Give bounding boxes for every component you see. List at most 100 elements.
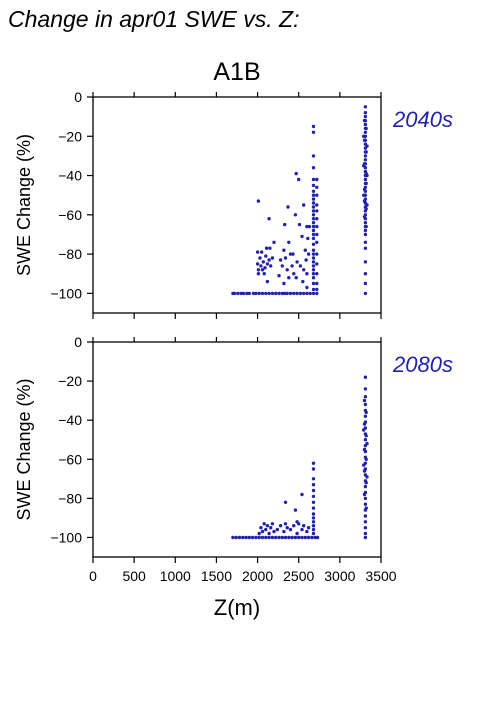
x-tick-label: 1000 (160, 568, 191, 584)
data-point (283, 291, 287, 296)
data-point (365, 173, 369, 178)
data-point (286, 205, 290, 209)
data-point (300, 492, 304, 497)
data-point (311, 242, 316, 246)
y-tick-label: −40 (58, 412, 82, 428)
data-point (315, 224, 319, 229)
data-point (362, 193, 366, 197)
data-point (311, 291, 316, 296)
data-point (311, 130, 316, 134)
data-point (256, 272, 261, 276)
data-point (311, 488, 316, 493)
y-axis-label: SWE Change (%) (14, 378, 34, 520)
data-point (300, 234, 304, 239)
x-tick-label: 3000 (324, 568, 355, 584)
data-point (294, 276, 298, 280)
data-point (311, 264, 316, 268)
data-point (311, 268, 316, 272)
y-tick-label: −60 (58, 451, 82, 467)
data-point (365, 441, 369, 446)
data-point (362, 447, 367, 452)
data-point (270, 256, 275, 260)
y-tick-label: 0 (74, 89, 82, 105)
y-axis-label: SWE Change (%) (14, 134, 34, 276)
data-point (305, 224, 309, 229)
data-point (283, 535, 288, 540)
data-point (259, 264, 263, 268)
data-point (311, 467, 316, 471)
data-point (285, 526, 289, 530)
data-point (285, 291, 289, 296)
data-point (363, 531, 368, 536)
data-point (267, 217, 271, 221)
data-point (315, 272, 319, 276)
data-point (364, 434, 368, 438)
data-point (363, 414, 368, 418)
data-point (315, 240, 319, 244)
data-point (362, 469, 367, 473)
data-point (293, 213, 298, 217)
data-point (311, 166, 316, 170)
data-point (232, 291, 237, 296)
data-point (363, 438, 368, 442)
data-point (250, 535, 255, 540)
data-point (311, 232, 316, 237)
data-point (267, 291, 271, 296)
y-tick-label: −20 (58, 128, 82, 144)
data-point (306, 535, 311, 540)
data-point (364, 410, 368, 415)
data-point (306, 252, 311, 256)
data-point (300, 527, 304, 532)
data-point (311, 494, 316, 499)
data-point (262, 272, 266, 276)
data-point (290, 264, 294, 268)
data-point (363, 105, 368, 109)
x-tick-label: 2000 (242, 568, 273, 584)
data-point (311, 287, 316, 292)
data-point (364, 126, 368, 131)
y-tick-label: −100 (50, 529, 82, 545)
data-point (277, 274, 281, 278)
y-tick-label: −60 (58, 207, 82, 223)
data-point (241, 535, 245, 540)
figure-title: Change in apr01 SWE vs. Z: (8, 6, 299, 32)
data-point (315, 535, 320, 540)
data-point (291, 252, 295, 256)
data-point (274, 291, 278, 296)
data-point (260, 291, 265, 296)
data-point (364, 457, 368, 461)
data-point (280, 264, 284, 268)
data-point (304, 258, 308, 262)
data-point (267, 535, 271, 540)
data-point (362, 199, 367, 203)
data-point (287, 276, 291, 280)
data-point (268, 246, 272, 250)
data-point (272, 529, 276, 534)
data-point (311, 520, 316, 524)
data-point (362, 463, 366, 467)
x-tick-label: 1500 (201, 568, 232, 584)
data-point (265, 279, 270, 284)
data-point (311, 189, 316, 193)
data-point (363, 272, 368, 276)
data-point (363, 228, 368, 233)
data-point (239, 291, 243, 296)
data-point (295, 531, 299, 536)
data-point (264, 246, 269, 250)
data-point (298, 264, 303, 268)
data-point (315, 287, 319, 292)
data-point (311, 193, 316, 197)
data-point (363, 496, 368, 501)
data-point (364, 181, 368, 186)
data-point (363, 158, 368, 162)
data-point (280, 291, 284, 296)
data-point (315, 217, 319, 221)
data-point (264, 254, 268, 258)
data-point (363, 484, 368, 489)
data-point (363, 502, 368, 506)
data-point (311, 256, 316, 260)
data-point (275, 527, 279, 532)
data-point (364, 224, 368, 229)
data-point (264, 527, 268, 532)
